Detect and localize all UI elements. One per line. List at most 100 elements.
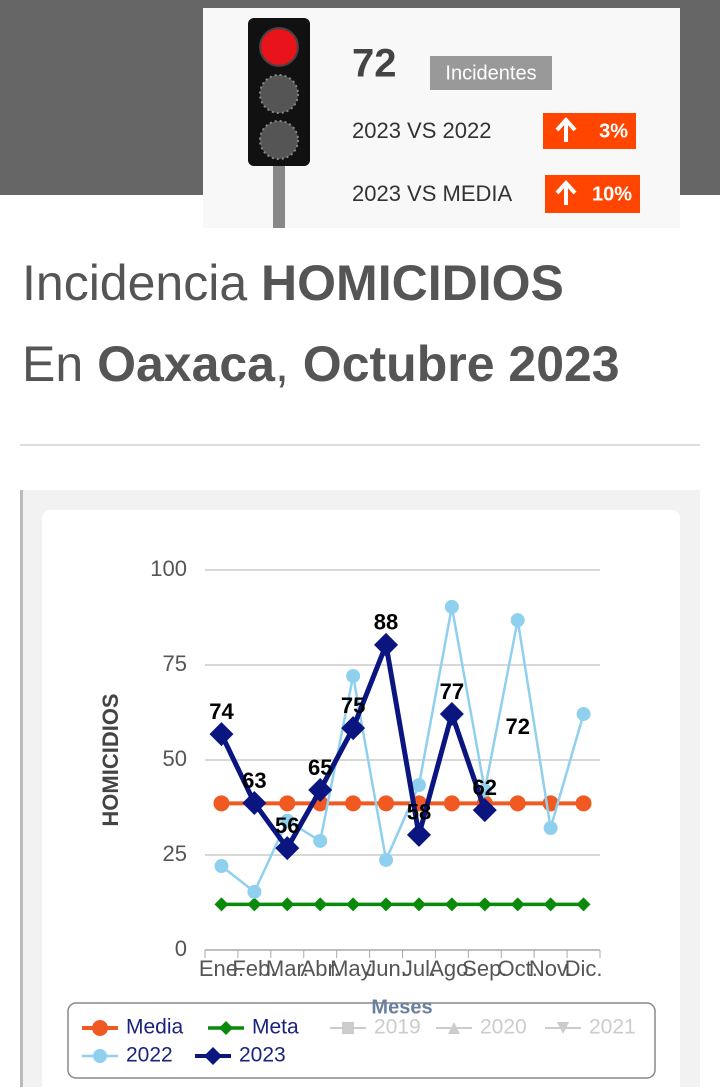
point	[448, 1022, 460, 1034]
point	[345, 795, 362, 812]
legend-label: 2022	[126, 1044, 173, 1067]
light-red	[259, 27, 299, 67]
point	[346, 897, 361, 912]
point	[379, 897, 394, 912]
point	[557, 1022, 569, 1034]
arrow-up	[555, 180, 577, 205]
point	[279, 795, 296, 812]
title-part: En	[22, 336, 97, 392]
x-axis-label: Meses	[371, 996, 432, 1018]
data-label: 58	[407, 800, 431, 825]
light-off	[259, 120, 299, 160]
title-part: Incidencia	[22, 255, 261, 311]
y-tick-label: 50	[163, 746, 187, 771]
point	[346, 669, 361, 684]
badge: Incidentes	[445, 62, 536, 84]
data-label: 88	[374, 610, 398, 635]
point	[247, 897, 262, 912]
arrow-up	[555, 117, 577, 142]
light-off	[259, 74, 299, 114]
series-line	[220, 605, 585, 894]
data-label: 62	[473, 775, 497, 800]
title-part: ,	[275, 336, 303, 392]
point	[213, 795, 230, 812]
x-tick-label: Ene.	[199, 956, 244, 981]
x-tick-label: Ago.	[429, 956, 474, 981]
legend-label: 2020	[480, 1016, 527, 1039]
point	[443, 795, 460, 812]
title-line: Incidencia HOMICIDIOS	[22, 255, 564, 311]
point	[247, 884, 262, 899]
x-tick-label: Dic.	[565, 956, 603, 981]
point	[543, 897, 558, 912]
legend-label: 2021	[589, 1016, 636, 1039]
data-label: 77	[440, 679, 464, 704]
y-tick-label: 25	[163, 841, 187, 866]
y-tick-label: 0	[175, 936, 187, 961]
change: 3%	[599, 120, 628, 142]
legend-label: 2019	[374, 1016, 421, 1039]
x-tick-label: Jul.	[402, 956, 436, 981]
legend-label: Media	[126, 1016, 184, 1039]
chart-card	[42, 510, 680, 1092]
x-tick-label: Oct.	[498, 956, 538, 981]
point	[444, 897, 459, 912]
x-tick-label: Sep.	[462, 956, 507, 981]
point	[379, 852, 394, 867]
point	[543, 821, 558, 836]
point	[510, 897, 525, 912]
point	[378, 795, 395, 812]
point	[472, 798, 497, 823]
legend	[67, 1002, 656, 1079]
point	[214, 859, 229, 874]
point	[509, 795, 526, 812]
pole	[273, 160, 285, 228]
y-axis-label: HOMICIDIOS	[98, 693, 123, 826]
title-part: Octubre 2023	[303, 336, 620, 392]
point	[92, 1020, 108, 1036]
point	[411, 897, 426, 912]
point	[576, 897, 591, 912]
data-label: 74	[209, 699, 234, 724]
change-box	[545, 175, 640, 213]
point	[411, 778, 426, 793]
point	[575, 795, 592, 812]
data-label: 65	[308, 755, 332, 780]
point	[308, 778, 333, 803]
x-tick-label: May.	[330, 956, 376, 981]
point	[439, 702, 464, 727]
title-part: Oaxaca	[97, 336, 276, 392]
comparison-label: 2023 VS MEDIA	[352, 181, 513, 206]
point	[313, 897, 328, 912]
change: 10%	[592, 183, 632, 205]
point	[93, 1049, 107, 1063]
point	[374, 632, 399, 657]
data-label: 56	[275, 813, 299, 838]
point	[204, 1047, 222, 1065]
x-tick-label: Abr.	[301, 956, 340, 981]
point	[576, 707, 591, 722]
title-part: HOMICIDIOS	[261, 255, 564, 311]
comparison-label: 2023 VS 2022	[352, 118, 491, 143]
data-label: 72	[505, 714, 529, 739]
title-line: En Oaxaca, Octubre 2023	[22, 336, 620, 392]
point	[342, 1022, 354, 1034]
chart: 0 25 50 75 100 Ene.Feb.Mar.Abr.May.Jun.Jul.Ag…	[67, 556, 656, 1079]
data-label: 75	[341, 693, 365, 718]
x-tick-label: Feb.	[232, 956, 276, 981]
legend-label: 2023	[239, 1044, 286, 1067]
point	[406, 822, 431, 847]
y-tick-label: 100	[150, 556, 187, 581]
panel-border	[20, 490, 23, 1087]
point	[209, 722, 234, 747]
point	[219, 1021, 233, 1035]
point	[313, 833, 328, 848]
point	[280, 897, 295, 912]
point	[510, 613, 525, 628]
x-tick-label: Nov.	[529, 956, 573, 981]
y-tick-label: 75	[163, 651, 187, 676]
point	[242, 790, 267, 815]
badge-bg	[430, 56, 552, 90]
